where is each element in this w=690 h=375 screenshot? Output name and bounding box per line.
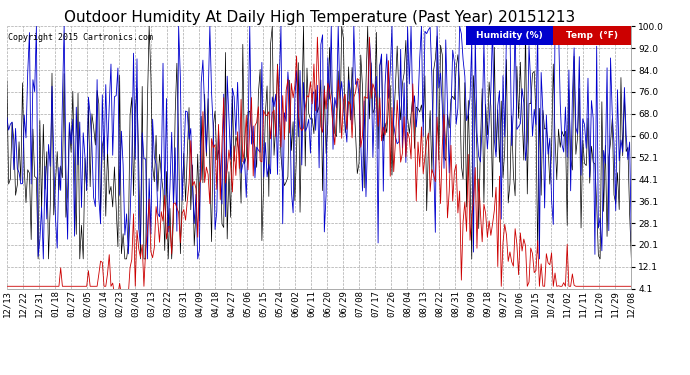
Text: Humidity (%): Humidity (%) bbox=[476, 31, 543, 40]
Text: Temp  (°F): Temp (°F) bbox=[566, 31, 618, 40]
FancyBboxPatch shape bbox=[553, 26, 631, 45]
Text: Copyright 2015 Cartronics.com: Copyright 2015 Cartronics.com bbox=[8, 33, 153, 42]
FancyBboxPatch shape bbox=[466, 26, 553, 45]
Title: Outdoor Humidity At Daily High Temperature (Past Year) 20151213: Outdoor Humidity At Daily High Temperatu… bbox=[63, 10, 575, 25]
